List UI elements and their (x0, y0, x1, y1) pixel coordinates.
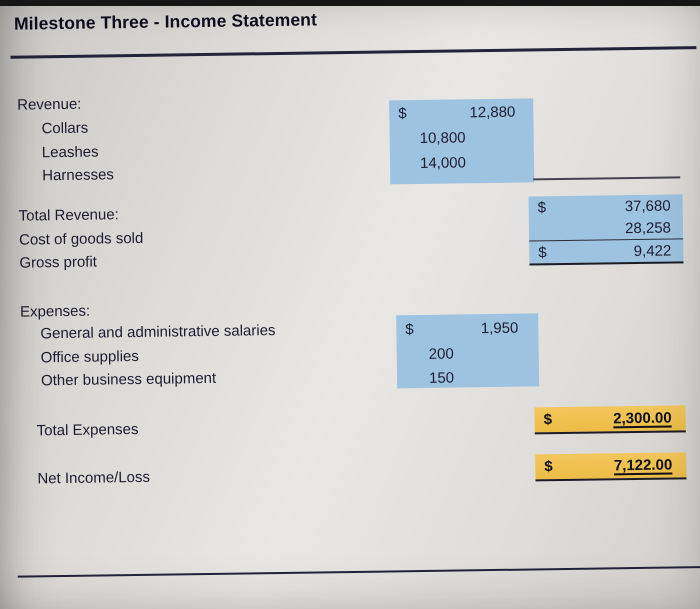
dollar-symbol: $ (405, 321, 414, 339)
gross-profit-row: $ 9,422 (529, 238, 684, 264)
net-income-label: Net Income/Loss (37, 468, 151, 488)
dollar-symbol: $ (398, 105, 407, 123)
cost-of-goods-sold-label: Cost of goods sold (18, 229, 144, 249)
expense-values-block: $ 1,950 200 150 (396, 313, 540, 389)
cost-of-goods-sold-value: 28,258 (624, 219, 672, 237)
dollar-symbol: $ (544, 458, 553, 476)
admin-salaries-label: General and administrative salaries (40, 322, 276, 343)
admin-salaries-value: 1,950 (480, 319, 519, 338)
total-revenue-row: $ 37,680 (529, 194, 683, 218)
office-supplies-label: Office supplies (40, 347, 139, 367)
revenue-heading: Revenue: (17, 95, 82, 114)
dollar-symbol: $ (538, 243, 547, 261)
net-income-value: 7,122.00 (613, 456, 673, 475)
net-income-cell: $ 7,122.00 (535, 452, 687, 482)
total-expenses-cell: $ 2,300.00 (534, 405, 686, 435)
gross-profit-label: Gross profit (19, 253, 98, 272)
harnesses-label: Harnesses (42, 166, 114, 185)
leashes-value: 10,800 (419, 129, 466, 148)
revenue-values-block: $ 12,880 10,800 14,000 (389, 98, 535, 185)
total-expenses-value: 2,300.00 (613, 409, 672, 428)
bottom-divider (17, 566, 700, 578)
leashes-label: Leashes (41, 143, 99, 162)
cell-top-border (533, 176, 681, 180)
office-supplies-value: 200 (428, 345, 454, 363)
photo-top-edge (0, 0, 700, 6)
title-divider (10, 46, 697, 59)
total-revenue-value: 37,680 (624, 197, 671, 215)
collars-value: 12,880 (469, 103, 516, 122)
gross-profit-value: 9,422 (633, 242, 672, 260)
total-revenue-label: Total Revenue: (18, 206, 119, 225)
page-title: Milestone Three - Income Statement (13, 9, 318, 34)
collars-label: Collars (41, 119, 89, 138)
expenses-heading: Expenses: (19, 302, 91, 321)
summary-values-block: $ 37,680 28,258 $ 9,422 (528, 194, 684, 266)
business-equipment-value: 150 (428, 369, 455, 387)
dollar-symbol: $ (543, 411, 553, 429)
cost-of-goods-sold-row: 28,258 (529, 216, 683, 240)
total-expenses-label: Total Expenses (36, 420, 139, 440)
business-equipment-label: Other business equipment (40, 369, 217, 390)
harnesses-value: 14,000 (419, 154, 467, 173)
dollar-symbol: $ (537, 198, 547, 216)
